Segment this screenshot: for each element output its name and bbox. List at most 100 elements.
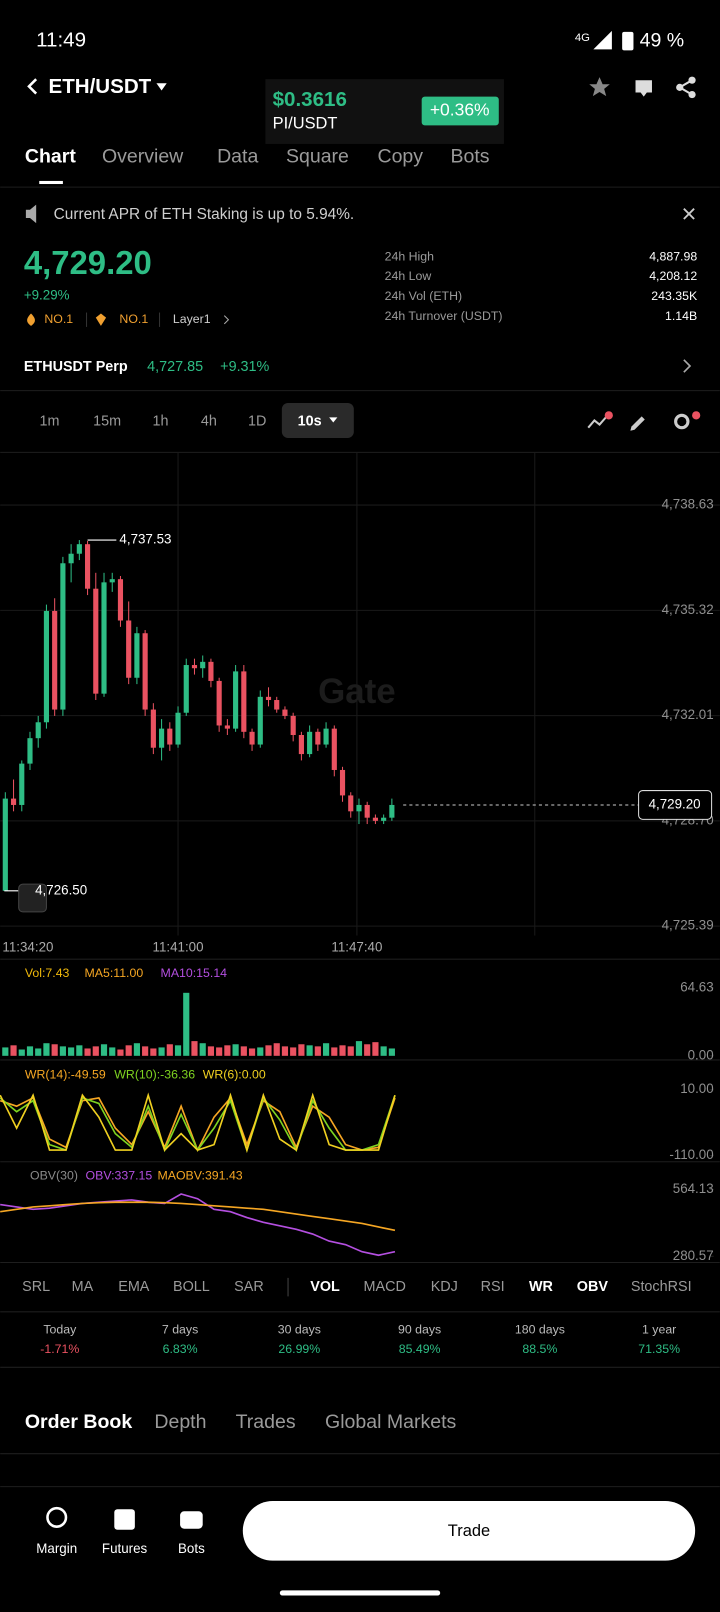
volume-bar xyxy=(273,1043,280,1056)
nav-item[interactable]: Futures xyxy=(102,1541,148,1556)
wr-line xyxy=(0,1092,396,1153)
back-button[interactable] xyxy=(27,78,38,95)
candle-body xyxy=(200,661,206,669)
candle-body xyxy=(126,620,132,678)
indicator-tab[interactable]: StochRSI xyxy=(631,1279,692,1295)
volume-bar xyxy=(257,1047,264,1056)
stat-label: 24h Turnover (USDT) xyxy=(385,309,503,323)
settings-tool[interactable] xyxy=(674,411,701,430)
perp-name[interactable]: ETHUSDT Perp xyxy=(24,359,128,375)
battery-icon xyxy=(622,31,634,51)
indicator-tab[interactable]: VOL xyxy=(310,1279,340,1295)
candle-body xyxy=(356,804,362,812)
volume-bar xyxy=(133,1043,140,1056)
indicator-tab[interactable]: SRL xyxy=(22,1279,50,1295)
tag: Layer1 xyxy=(173,312,211,326)
volume-bar xyxy=(183,992,190,1056)
volume-bar xyxy=(43,1043,50,1056)
candle-body xyxy=(216,680,222,726)
x-tick-label: 11:47:40 xyxy=(331,939,382,954)
interval[interactable]: 1h xyxy=(153,413,169,429)
favorite-icon[interactable] xyxy=(589,77,610,97)
candle-body xyxy=(315,731,321,745)
popup-change: +0.36% xyxy=(430,100,490,120)
volume-bar xyxy=(265,1045,272,1056)
share-icon[interactable] xyxy=(676,76,696,99)
close-notice[interactable] xyxy=(683,208,695,220)
interval[interactable]: 10s xyxy=(298,413,322,429)
indicator-tab[interactable]: KDJ xyxy=(431,1279,458,1295)
notice: Current APR of ETH Staking is up to 5.94… xyxy=(54,206,355,223)
indicator-label: WR(10):-36.36 xyxy=(114,1068,195,1082)
candle-body xyxy=(249,731,255,745)
chevron[interactable] xyxy=(683,359,692,373)
candle-body xyxy=(150,709,156,748)
y-tick-label: -110.00 xyxy=(669,1147,713,1162)
tab[interactable]: Overview xyxy=(102,145,184,167)
indicator-tool[interactable] xyxy=(587,411,613,429)
y-tick-label: 4,725.39 xyxy=(662,918,714,933)
interval[interactable]: 15m xyxy=(93,413,121,429)
tab[interactable]: Data xyxy=(217,145,258,167)
y-tick-label: 4,738.63 xyxy=(662,497,714,512)
popup-price: $0.3616 xyxy=(273,88,347,111)
volume-bar xyxy=(117,1049,124,1056)
volume-bar xyxy=(51,1044,58,1056)
volume-bar xyxy=(290,1047,297,1056)
candle-body xyxy=(117,579,124,621)
alert-icon[interactable] xyxy=(635,80,652,97)
indicator-tab[interactable]: BOLL xyxy=(173,1279,210,1295)
tab[interactable]: Copy xyxy=(377,145,423,167)
dropdown-icon xyxy=(329,417,338,423)
candle-body xyxy=(43,610,50,723)
indicator-tab[interactable]: MACD xyxy=(364,1279,406,1295)
candle-body xyxy=(109,579,115,583)
candle-body xyxy=(282,709,288,716)
indicator-label: OBV(30) xyxy=(30,1168,78,1182)
indicator-tab[interactable]: MA xyxy=(72,1279,94,1295)
y-tick-label: 4,732.01 xyxy=(662,707,714,722)
interval[interactable]: 4h xyxy=(201,413,217,429)
candle-body xyxy=(27,738,33,764)
fullscreen-button[interactable] xyxy=(18,883,47,913)
candle-body xyxy=(19,763,25,805)
nav-item[interactable]: Margin xyxy=(36,1541,77,1556)
speaker-icon xyxy=(25,204,37,224)
candle-body xyxy=(372,817,378,821)
tab[interactable]: Square xyxy=(286,145,349,167)
tab[interactable]: Chart xyxy=(25,145,76,167)
interval[interactable]: 1D xyxy=(248,413,266,429)
period-change: -1.71% xyxy=(40,1342,79,1356)
orderbook-tab[interactable]: Global Markets xyxy=(325,1411,456,1433)
volume-bar xyxy=(26,1046,34,1056)
candle-body xyxy=(331,728,337,770)
candle-body xyxy=(93,588,99,694)
volume-bar xyxy=(84,1048,91,1056)
draw-tool[interactable] xyxy=(630,416,645,431)
stat-label: 24h Vol (ETH) xyxy=(385,289,462,303)
indicator-tab[interactable]: OBV xyxy=(577,1279,609,1295)
indicator-tab[interactable]: RSI xyxy=(481,1279,505,1295)
orderbook-tab[interactable]: Order Book xyxy=(25,1411,133,1433)
tab[interactable]: Bots xyxy=(450,145,489,167)
volume-bar xyxy=(35,1048,42,1056)
candle-body xyxy=(60,563,66,710)
indicator-tab[interactable]: SAR xyxy=(234,1279,264,1295)
pair-selector[interactable]: ETH/USDT xyxy=(48,75,151,98)
y-tick-label: 10.00 xyxy=(680,1081,713,1096)
orderbook-tab[interactable]: Trades xyxy=(236,1411,296,1433)
obv-line xyxy=(0,1201,396,1232)
period: Today xyxy=(43,1323,77,1337)
period-change: 71.35% xyxy=(638,1342,680,1356)
orderbook-tab[interactable]: Depth xyxy=(154,1411,206,1433)
indicator-tab[interactable]: EMA xyxy=(118,1279,150,1295)
period: 90 days xyxy=(398,1323,441,1337)
interval[interactable]: 1m xyxy=(40,413,60,429)
indicator-tab[interactable]: WR xyxy=(529,1279,554,1295)
nav-item[interactable]: Bots xyxy=(178,1541,205,1556)
trade-button[interactable] xyxy=(242,1500,696,1561)
volume-bar xyxy=(281,1046,289,1056)
indicator-label: MA10:15.14 xyxy=(161,966,228,980)
